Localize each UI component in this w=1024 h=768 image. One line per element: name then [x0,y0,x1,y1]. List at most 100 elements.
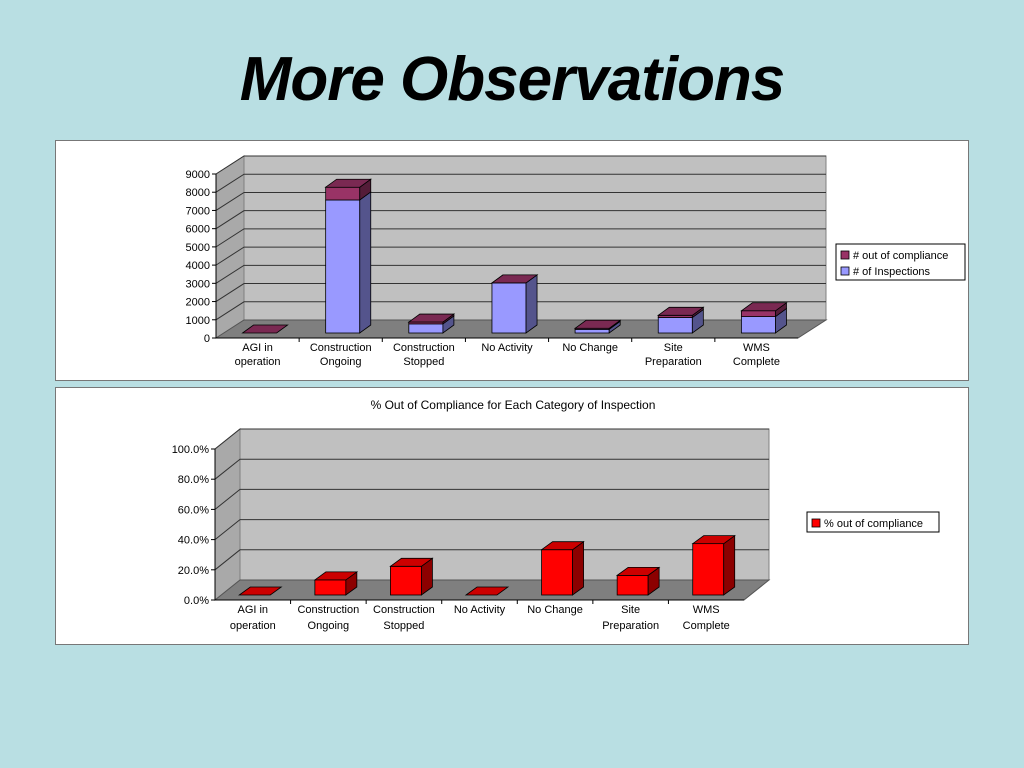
x-tick-label: AGI in [237,604,268,616]
x-tick-label: Stopped [383,620,424,632]
bar [325,199,361,334]
x-tick-label: Construction [297,604,359,616]
gridline [214,458,769,480]
legend-box [835,243,966,281]
gridline [214,549,769,571]
legend-label: % out of compliance [824,518,923,530]
gridline [215,155,826,175]
y-tick-label: 4000 [186,260,210,272]
bar-top [241,324,289,334]
y-tick-label: 80.0% [178,474,209,486]
legend-swatch [840,266,850,276]
gridline [214,519,769,540]
x-tick-label: operation [230,620,276,632]
x-tick-label: Ongoing [320,356,362,368]
bar-top [490,274,539,284]
x-tick-label: Ongoing [308,620,350,632]
x-tick-label: Construction [373,604,435,616]
x-tick-label: WMS [743,342,770,354]
x-tick-label: WMS [693,604,720,616]
gridline [215,283,826,302]
compliance-percent-bar-chart: % Out of Compliance for Each Category of… [172,398,940,632]
gridline [215,228,826,248]
bar [740,316,776,334]
bar-top [657,306,705,316]
gridline [215,173,826,193]
gridline [214,428,769,450]
y-tick-label: 3000 [186,278,210,290]
x-tick-label: Construction [393,342,455,354]
bar [616,574,649,596]
x-tick-label: Preparation [645,356,702,368]
bar-top [540,541,585,551]
bar [390,565,422,596]
y-tick-label: 7000 [186,205,210,217]
bar-side [525,274,538,334]
gridline [215,264,826,284]
x-tick-label: Complete [733,356,780,368]
bar-top [407,313,456,323]
bar [325,186,361,201]
x-tick-label: No Activity [481,342,533,354]
y-tick-label: 6000 [186,224,210,236]
y-tick-label: 40.0% [178,535,209,547]
y-tick-label: 0 [204,333,210,345]
bar-top [389,557,434,567]
x-tick-label: Construction [310,342,372,354]
y-tick-label: 8000 [186,187,210,199]
x-tick-label: AGI in [242,342,273,354]
bar-top [313,571,359,581]
x-tick-label: operation [235,356,281,368]
legend-label: # out of compliance [853,250,948,262]
bar [408,323,444,334]
legend-swatch [840,250,850,260]
x-tick-label: No Change [527,604,583,616]
bar [692,543,725,596]
y-tick-label: 1000 [186,315,210,327]
y-tick-label: 5000 [186,242,210,254]
gridline [215,301,826,321]
legend-swatch [811,518,821,528]
bar-side [359,191,372,334]
legend-box [806,511,940,533]
gridline [214,488,769,510]
x-tick-label: Complete [683,620,730,632]
bar [574,328,610,334]
bar-side [723,534,736,596]
x-tick-label: Site [621,604,640,616]
y-tick-label: 0.0% [184,595,209,607]
gridline [215,210,826,230]
bar-top [238,586,283,596]
chart-back-wall [239,428,770,581]
slide-title: More Observations [239,45,786,114]
y-tick-label: 20.0% [178,565,209,577]
x-tick-label: No Activity [454,604,506,616]
bar-top [464,586,510,596]
inspections-stacked-bar-chart: 0 1000 2000 3000 4000 5000 6000 7000 8000 9000 AGI… [186,155,966,368]
bar [541,549,573,596]
bar [314,579,347,596]
gridline [215,191,826,211]
bar-side [572,540,584,596]
chart-side-wall [214,427,241,602]
bar [657,317,693,334]
bar [491,282,527,334]
compliance-chart-panel: % Out of Compliance for Each Category of… [55,387,969,645]
bar-top [615,566,661,576]
y-tick-label: 9000 [186,169,210,181]
x-tick-label: Preparation [602,620,659,632]
y-tick-label: 100.0% [172,444,210,456]
gridline [215,246,826,266]
legend-label: # of Inspections [853,266,931,278]
y-tick-label: 2000 [186,297,210,309]
y-tick-label: 60.0% [178,504,209,516]
bar-top [691,535,736,545]
inspections-chart-panel: 0 1000 2000 3000 4000 5000 6000 7000 8000 9000 AGI… [55,140,969,381]
x-tick-label: Site [664,342,683,354]
x-tick-label: No Change [562,342,618,354]
x-tick-label: Stopped [403,356,444,368]
bar-top [324,178,372,188]
bar-top [573,319,622,329]
bar-top [740,302,788,312]
chart-title: % Out of Compliance for Each Category of… [371,398,656,412]
